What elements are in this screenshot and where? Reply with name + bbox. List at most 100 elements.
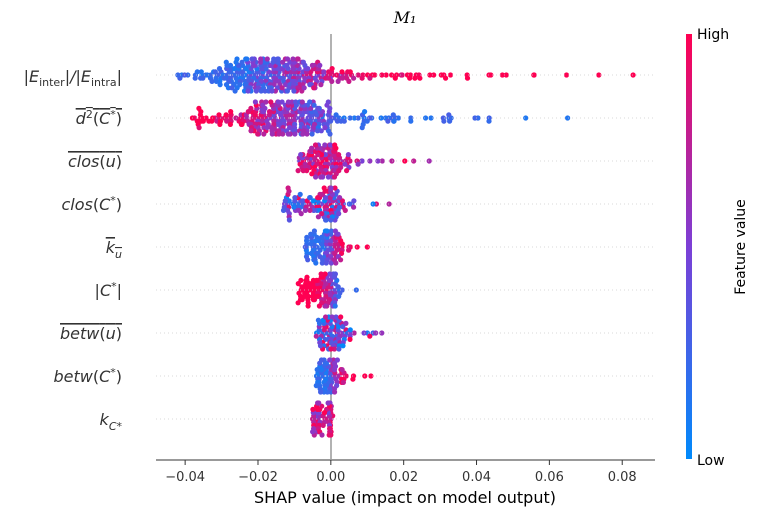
shap-point [412,75,418,81]
shap-point [264,56,270,62]
feature-label: clos(u) [68,152,122,171]
shap-point [327,271,333,277]
shap-point [311,85,317,91]
shap-point [328,228,334,234]
shap-point [345,152,351,158]
feature-label: ku [106,238,122,261]
x-tick-label: −0.04 [165,470,205,485]
shap-point [565,115,571,121]
x-ticks: −0.04 −0.02 0.00 0.02 0.04 0.06 0.08 [165,460,637,485]
shap-point [441,118,447,124]
shap-point [276,131,282,137]
shap-point [325,99,331,105]
shap-point [563,72,570,78]
shap-point [327,131,333,137]
shap-point [298,277,304,283]
shap-point [329,66,335,72]
shap-point [426,158,432,164]
shap-point [523,115,529,121]
shap-point [301,85,307,91]
shap-point [336,324,342,330]
shap-point [389,158,395,164]
feature-label-e-inter-intra: |Einter|/|Eintra| [24,67,122,89]
shap-point [333,260,339,266]
x-tick-label: 0.06 [535,470,564,485]
shap-point [332,389,338,395]
shap-point [385,118,391,124]
shap-point [258,88,264,94]
shap-point [217,121,223,127]
shap-point [347,158,353,164]
shap-point [328,217,334,223]
shap-point [335,231,341,237]
shap-point [333,314,339,320]
shap-point [311,228,317,234]
shap-point [464,75,471,81]
shap-point [391,118,397,124]
shap-point [359,158,365,164]
shap-point [286,217,292,223]
shap-point [289,99,295,105]
feature-label: betw(u) [60,324,122,343]
shap-point [346,78,352,84]
shap-point [318,152,325,158]
shap-point [209,78,215,84]
feature-label: d2(C*) [76,108,122,128]
shap-point [447,72,454,78]
shap-point [268,99,274,105]
shap-point [378,115,384,121]
colorbar [686,34,692,459]
shap-point [315,214,321,220]
shap-point [431,72,437,78]
feature-label: |C*| [95,280,122,300]
shap-point [375,158,381,164]
shap-point [398,72,404,78]
shap-point [318,82,324,88]
shap-point [428,115,434,121]
shap-point [351,204,357,210]
shap-point [311,207,317,213]
shap-point [340,324,346,330]
shap-point [297,191,303,197]
shap-point [200,75,206,81]
shap-point [304,234,310,240]
shap-point [339,287,345,293]
shap-point [343,320,349,326]
shap-point [318,389,324,395]
shap-point [309,171,315,177]
shap-point [319,432,325,438]
shap-point [333,112,339,118]
shap-point [261,131,267,137]
shap-point [351,115,357,121]
shap-point [338,314,344,320]
shap-point [324,228,330,234]
shap-point [316,303,322,309]
shap-point [305,257,311,263]
shap-point [339,75,346,81]
shap-point [351,198,357,204]
shap-point [239,59,245,65]
shap-point [383,72,389,78]
shap-point [314,367,320,373]
shap-point [175,72,181,78]
shap-point [284,56,291,62]
shap-point [322,303,328,309]
shap-point [204,72,210,78]
shap-point [503,72,509,78]
shap-point [245,109,251,115]
shap-point [308,231,314,237]
shap-point [373,330,379,336]
x-tick-label: 0.02 [389,470,418,485]
shap-point [275,56,281,62]
shap-point [332,303,338,309]
shap-point [332,271,338,277]
shap-point [259,118,265,124]
shap-point [336,152,342,158]
shap-point [283,82,289,88]
shap-point [307,148,313,154]
shap-point [275,99,281,105]
shap-point [347,327,353,333]
shap-point [284,88,290,94]
shap-point [328,260,334,266]
